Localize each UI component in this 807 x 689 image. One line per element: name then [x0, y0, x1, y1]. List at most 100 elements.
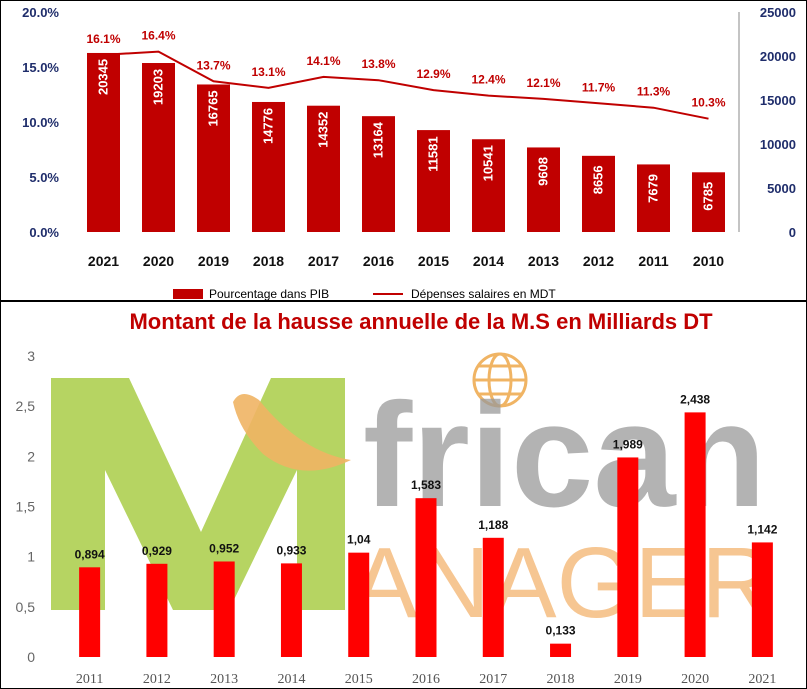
y-right-tick-label: 15000 [760, 93, 796, 108]
bar-value-label: 1,188 [478, 518, 508, 532]
x-tick-label: 2016 [363, 253, 394, 269]
line-point-label: 14.1% [306, 54, 340, 68]
y-tick-label: 1 [27, 549, 35, 565]
line-point-label: 16.4% [141, 29, 175, 43]
bar [146, 563, 168, 657]
bar [197, 84, 230, 232]
x-tick-label: 2013 [528, 253, 559, 269]
line-point-label: 11.7% [582, 80, 616, 94]
y-right-tick-label: 5000 [767, 181, 796, 196]
bar-value-label: 0,894 [75, 547, 105, 561]
bar [617, 457, 639, 657]
bar-value-label: 16765 [206, 90, 221, 126]
bar [142, 63, 175, 233]
bar-value-label: 0,133 [546, 624, 576, 638]
y-tick-label: 0 [27, 649, 35, 665]
bar-value-label: 20345 [96, 59, 111, 95]
chart-title: Montant de la hausse annuelle de la M.S … [129, 309, 713, 334]
y-right-tick-label: 0 [789, 225, 796, 240]
bar [417, 130, 450, 232]
y-tick-label: 2 [27, 448, 35, 464]
globe-icon [472, 352, 528, 408]
bar [348, 552, 370, 657]
bar-value-label: 13164 [371, 121, 386, 158]
bar-value-label: 0,952 [209, 541, 239, 555]
bar-value-label: 1,583 [411, 478, 441, 492]
bar-value-label: 14776 [261, 108, 276, 144]
x-tick-label: 2014 [277, 672, 305, 687]
x-tick-label: 2012 [143, 672, 171, 687]
x-tick-label: 2018 [547, 672, 575, 687]
bar [362, 116, 395, 232]
bar-value-label: 10541 [481, 145, 496, 181]
line-point-label: 11.3% [637, 85, 671, 99]
bar [637, 164, 670, 232]
bar [482, 537, 504, 657]
y-left-tick-label: 10.0% [22, 115, 59, 130]
y-left-tick-label: 15.0% [22, 60, 59, 75]
bar [252, 101, 285, 233]
y-right-tick-label: 10000 [760, 137, 796, 152]
annual-increase-bar-chart: frican ANAGER Montant de la hausse annue… [16, 309, 778, 687]
bar [550, 643, 572, 657]
salary-bar-line-chart: 0.0% 5.0% 10.0% 15.0% 20.0% 0 5000 10000 15000 20… [22, 5, 796, 300]
legend-label: Pourcentage dans PIB [209, 287, 329, 300]
x-tick-label: 2021 [88, 253, 119, 269]
x-tick-label: 2012 [583, 253, 614, 269]
watermark-text-manager: ANAGER [351, 527, 773, 639]
watermark-swoosh [233, 393, 351, 471]
x-tick-label: 2020 [143, 253, 174, 269]
x-tick-label: 2017 [479, 672, 507, 687]
x-tick-label: 2019 [614, 672, 642, 687]
bar-value-label: 11581 [426, 136, 441, 171]
x-tick-label: 2011 [76, 672, 103, 687]
x-tick-label: 2011 [638, 253, 669, 269]
bar-value-label: 8656 [591, 165, 606, 194]
x-tick-label: 2017 [308, 253, 339, 269]
line-point-label: 13.1% [251, 65, 285, 79]
x-tick-label: 2014 [473, 253, 504, 269]
bar-value-label: 6785 [701, 182, 716, 211]
legend-swatch-bar [173, 289, 203, 299]
line-point-label: 13.8% [361, 57, 395, 71]
y-right-tick-label: 20000 [760, 49, 796, 64]
y-left-tick-label: 0.0% [29, 225, 59, 240]
y-tick-label: 3 [27, 348, 35, 364]
x-tick-label: 2018 [253, 253, 284, 269]
bar [527, 147, 560, 232]
bar-value-label: 2,438 [680, 392, 710, 406]
line-point-label: 13.7% [196, 58, 230, 72]
bar [684, 412, 706, 657]
bar [472, 139, 505, 232]
line-point-label: 12.1% [526, 76, 560, 90]
x-tick-label: 2010 [693, 253, 724, 269]
x-tick-label: 2020 [681, 672, 709, 687]
bar [213, 561, 235, 657]
x-tick-label: 2015 [345, 672, 373, 687]
bar-value-label: 14352 [316, 112, 331, 148]
bar-value-label: 7679 [646, 174, 661, 203]
line-point-label: 10.3% [691, 96, 725, 110]
bar-value-label: 19203 [151, 69, 166, 105]
y-left-tick-label: 5.0% [29, 170, 59, 185]
x-tick-label: 2015 [418, 253, 449, 269]
bar-value-label: 0,933 [276, 543, 306, 557]
line-point-label: 12.4% [471, 73, 505, 87]
x-tick-label: 2016 [412, 672, 440, 687]
y-tick-label: 2,5 [16, 398, 36, 414]
bar [280, 563, 302, 657]
bar-value-label: 9608 [536, 157, 551, 186]
bar [415, 498, 437, 657]
bar-value-label: 1,142 [747, 522, 777, 536]
y-right-tick-label: 25000 [760, 5, 796, 20]
bar [692, 172, 725, 232]
bar [582, 155, 615, 232]
bar-value-label: 0,929 [142, 544, 172, 558]
annual-increase-chart-panel: frican ANAGER Montant de la hausse annue… [0, 301, 807, 689]
x-tick-label: 2021 [748, 672, 776, 687]
y-tick-label: 0,5 [16, 599, 36, 615]
bar [87, 52, 120, 232]
bar-value-label: 1,989 [613, 437, 643, 451]
line-point-label: 16.1% [86, 32, 120, 46]
line-point-label: 12.9% [416, 67, 450, 81]
